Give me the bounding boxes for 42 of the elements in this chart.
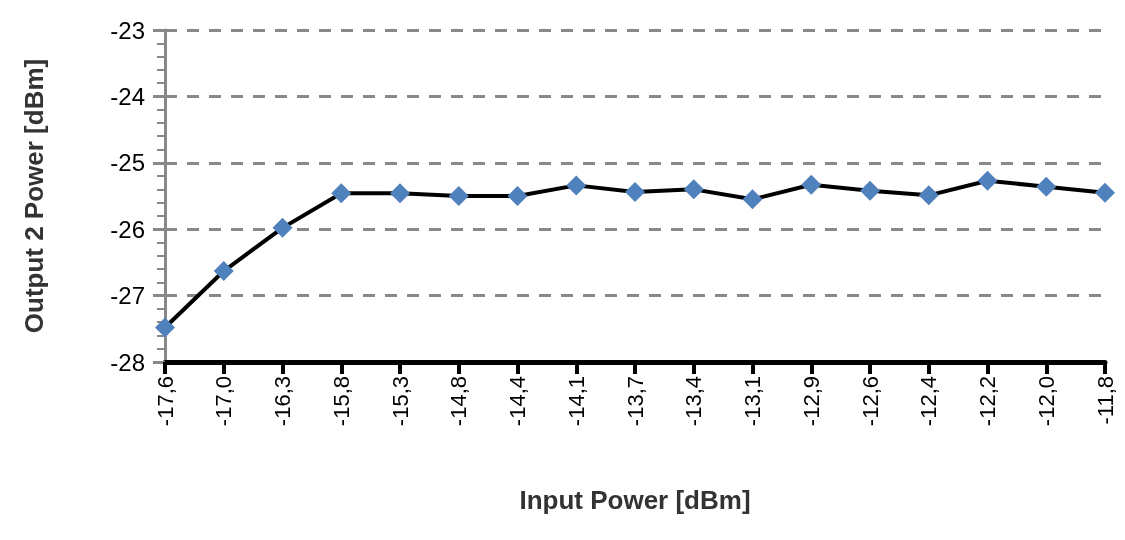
y-tick-label: -24 bbox=[110, 82, 145, 110]
x-tick-label: -13,4 bbox=[681, 376, 707, 427]
point bbox=[566, 175, 587, 196]
x-tick-label: -14,1 bbox=[563, 376, 589, 427]
point bbox=[507, 186, 528, 206]
x-tick-label: -14,8 bbox=[446, 376, 472, 427]
x-tick-label: -11,8 bbox=[1092, 376, 1118, 425]
x-tick-label: -12,9 bbox=[798, 376, 824, 427]
x-tick-label: -13,1 bbox=[740, 376, 765, 427]
point bbox=[331, 183, 352, 204]
point bbox=[977, 170, 998, 191]
x-tick-label: -13,7 bbox=[622, 376, 648, 427]
x-tick-label: -12,6 bbox=[857, 376, 883, 427]
x-tick-label: -17,6 bbox=[152, 376, 178, 427]
point bbox=[448, 186, 469, 206]
x-axis-title: Input Power [dBm] bbox=[519, 485, 751, 515]
y-tick-label: -27 bbox=[110, 282, 145, 310]
y-tick-label: -25 bbox=[110, 149, 145, 177]
point bbox=[1095, 182, 1115, 203]
x-tick-label: -12,4 bbox=[916, 376, 942, 427]
point bbox=[801, 174, 822, 195]
x-tick-label: -14,4 bbox=[505, 376, 530, 427]
x-tick-label: -15,8 bbox=[328, 376, 354, 427]
point bbox=[155, 317, 175, 338]
point bbox=[683, 179, 704, 200]
x-tick-label: -17,0 bbox=[211, 376, 237, 427]
y-tick-label: -26 bbox=[110, 215, 145, 243]
point bbox=[272, 217, 293, 238]
point bbox=[918, 185, 939, 206]
y-tick-label: -23 bbox=[110, 16, 145, 44]
point bbox=[742, 189, 763, 210]
point bbox=[860, 180, 880, 201]
y-axis-title: Output 2 Power [dBm] bbox=[19, 58, 49, 334]
x-tick-label: -12,2 bbox=[975, 376, 1000, 427]
x-tick-label: -12,0 bbox=[1033, 376, 1059, 427]
point bbox=[625, 182, 645, 203]
point bbox=[213, 261, 234, 282]
y-tick-label: -28 bbox=[110, 348, 145, 376]
point bbox=[390, 183, 410, 204]
x-tick-label: -15,3 bbox=[387, 376, 413, 427]
x-tick-label: -16,3 bbox=[270, 376, 295, 427]
point bbox=[1036, 176, 1057, 197]
